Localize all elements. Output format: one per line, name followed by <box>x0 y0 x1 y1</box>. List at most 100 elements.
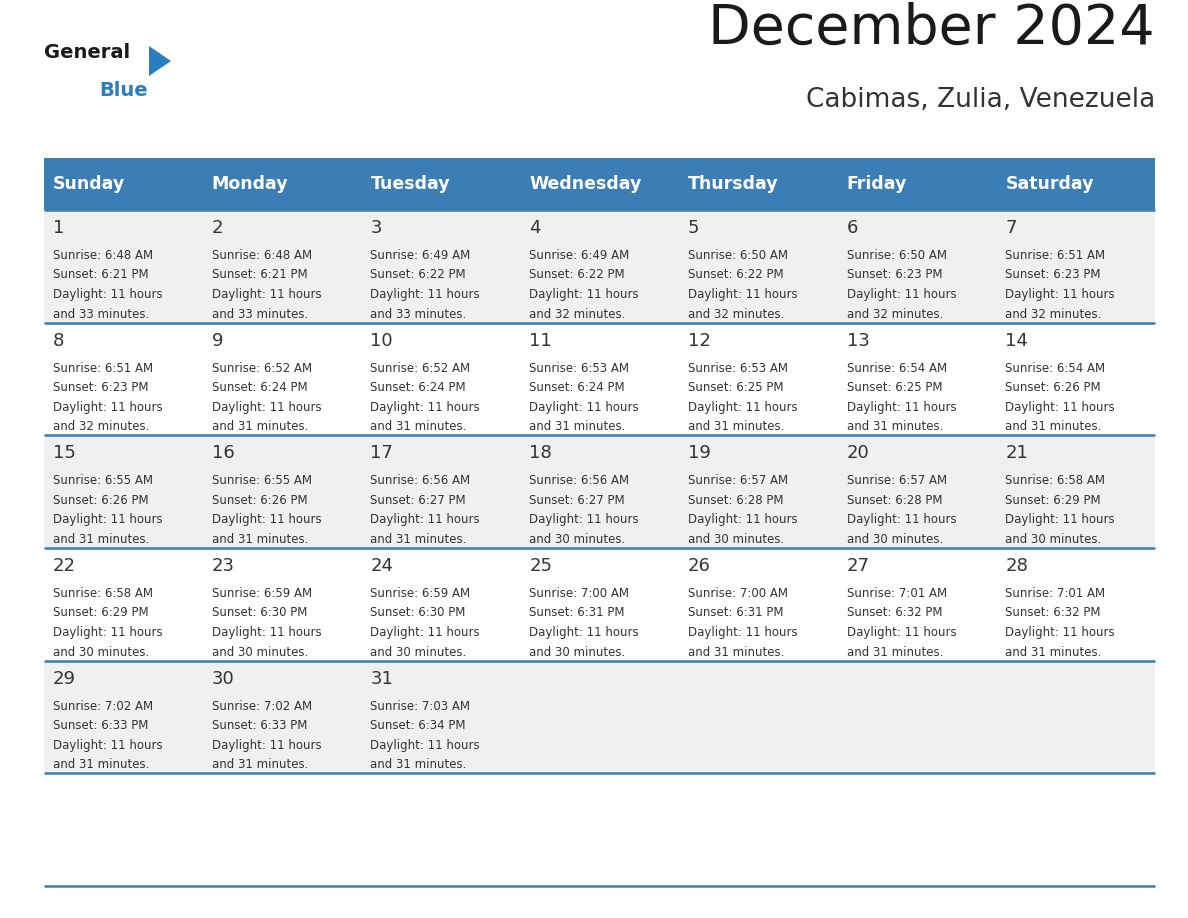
Text: Sunset: 6:32 PM: Sunset: 6:32 PM <box>847 607 942 620</box>
Text: Sunset: 6:33 PM: Sunset: 6:33 PM <box>53 719 148 733</box>
FancyBboxPatch shape <box>44 661 203 773</box>
FancyBboxPatch shape <box>838 661 997 773</box>
Text: and 32 minutes.: and 32 minutes. <box>53 420 150 433</box>
Text: and 32 minutes.: and 32 minutes. <box>1005 308 1101 320</box>
Text: and 30 minutes.: and 30 minutes. <box>529 645 625 658</box>
FancyBboxPatch shape <box>997 210 1155 322</box>
Text: 4: 4 <box>529 219 541 237</box>
Text: Daylight: 11 hours: Daylight: 11 hours <box>1005 400 1114 414</box>
Text: Daylight: 11 hours: Daylight: 11 hours <box>211 288 321 301</box>
Text: Sunrise: 6:50 AM: Sunrise: 6:50 AM <box>688 249 788 262</box>
Text: and 30 minutes.: and 30 minutes. <box>847 532 943 546</box>
Text: Sunrise: 6:52 AM: Sunrise: 6:52 AM <box>211 362 311 375</box>
FancyBboxPatch shape <box>838 322 997 435</box>
Text: Daylight: 11 hours: Daylight: 11 hours <box>688 513 797 526</box>
Text: and 31 minutes.: and 31 minutes. <box>529 420 626 433</box>
Text: Daylight: 11 hours: Daylight: 11 hours <box>688 400 797 414</box>
Text: 20: 20 <box>847 444 870 463</box>
Text: and 31 minutes.: and 31 minutes. <box>53 532 150 546</box>
FancyBboxPatch shape <box>520 322 678 435</box>
Text: Daylight: 11 hours: Daylight: 11 hours <box>53 288 163 301</box>
Text: December 2024: December 2024 <box>708 2 1155 56</box>
Text: Sunrise: 7:01 AM: Sunrise: 7:01 AM <box>847 587 947 600</box>
Text: and 32 minutes.: and 32 minutes. <box>529 308 626 320</box>
Text: 15: 15 <box>53 444 76 463</box>
FancyBboxPatch shape <box>361 210 520 322</box>
Text: Sunset: 6:28 PM: Sunset: 6:28 PM <box>688 494 783 507</box>
Text: 17: 17 <box>371 444 393 463</box>
Text: and 31 minutes.: and 31 minutes. <box>211 420 308 433</box>
Text: Sunrise: 7:00 AM: Sunrise: 7:00 AM <box>529 587 630 600</box>
Text: and 33 minutes.: and 33 minutes. <box>53 308 150 320</box>
Text: 2: 2 <box>211 219 223 237</box>
FancyBboxPatch shape <box>361 548 520 661</box>
Text: Sunrise: 6:57 AM: Sunrise: 6:57 AM <box>847 475 947 487</box>
Text: and 30 minutes.: and 30 minutes. <box>371 645 467 658</box>
Text: Sunset: 6:23 PM: Sunset: 6:23 PM <box>847 268 942 282</box>
Text: and 31 minutes.: and 31 minutes. <box>1005 420 1101 433</box>
Text: Sunset: 6:23 PM: Sunset: 6:23 PM <box>1005 268 1101 282</box>
Text: Sunrise: 6:54 AM: Sunrise: 6:54 AM <box>1005 362 1105 375</box>
FancyBboxPatch shape <box>203 661 361 773</box>
Text: Sunset: 6:29 PM: Sunset: 6:29 PM <box>53 607 148 620</box>
Text: Tuesday: Tuesday <box>371 175 450 193</box>
FancyBboxPatch shape <box>678 210 838 322</box>
Text: and 30 minutes.: and 30 minutes. <box>53 645 150 658</box>
Text: and 31 minutes.: and 31 minutes. <box>53 758 150 771</box>
Text: and 31 minutes.: and 31 minutes. <box>1005 645 1101 658</box>
Text: Sunset: 6:31 PM: Sunset: 6:31 PM <box>529 607 625 620</box>
Text: Daylight: 11 hours: Daylight: 11 hours <box>529 513 639 526</box>
Text: 6: 6 <box>847 219 858 237</box>
Text: 12: 12 <box>688 331 710 350</box>
FancyBboxPatch shape <box>203 158 361 210</box>
Text: and 30 minutes.: and 30 minutes. <box>211 645 308 658</box>
Text: Sunset: 6:29 PM: Sunset: 6:29 PM <box>1005 494 1101 507</box>
Text: 30: 30 <box>211 669 234 688</box>
FancyBboxPatch shape <box>44 322 203 435</box>
FancyBboxPatch shape <box>520 548 678 661</box>
Text: 31: 31 <box>371 669 393 688</box>
FancyBboxPatch shape <box>520 158 678 210</box>
FancyBboxPatch shape <box>997 548 1155 661</box>
Text: 3: 3 <box>371 219 381 237</box>
FancyBboxPatch shape <box>838 773 997 886</box>
Text: 19: 19 <box>688 444 710 463</box>
Text: and 30 minutes.: and 30 minutes. <box>688 532 784 546</box>
Text: Sunset: 6:25 PM: Sunset: 6:25 PM <box>688 381 783 394</box>
Text: and 31 minutes.: and 31 minutes. <box>211 532 308 546</box>
Text: Sunrise: 7:02 AM: Sunrise: 7:02 AM <box>53 700 153 712</box>
Text: Sunrise: 6:56 AM: Sunrise: 6:56 AM <box>371 475 470 487</box>
Text: Sunrise: 6:49 AM: Sunrise: 6:49 AM <box>529 249 630 262</box>
Text: Daylight: 11 hours: Daylight: 11 hours <box>53 739 163 752</box>
FancyBboxPatch shape <box>361 773 520 886</box>
Text: Sunset: 6:22 PM: Sunset: 6:22 PM <box>371 268 466 282</box>
Text: Daylight: 11 hours: Daylight: 11 hours <box>371 288 480 301</box>
FancyBboxPatch shape <box>997 661 1155 773</box>
Text: 21: 21 <box>1005 444 1028 463</box>
Text: and 31 minutes.: and 31 minutes. <box>371 532 467 546</box>
Text: Daylight: 11 hours: Daylight: 11 hours <box>1005 626 1114 639</box>
Text: Sunrise: 7:03 AM: Sunrise: 7:03 AM <box>371 700 470 712</box>
FancyBboxPatch shape <box>44 773 203 886</box>
Text: Daylight: 11 hours: Daylight: 11 hours <box>1005 513 1114 526</box>
Text: and 31 minutes.: and 31 minutes. <box>371 758 467 771</box>
Text: Sunrise: 7:01 AM: Sunrise: 7:01 AM <box>1005 587 1105 600</box>
Text: Sunset: 6:24 PM: Sunset: 6:24 PM <box>529 381 625 394</box>
Text: 7: 7 <box>1005 219 1017 237</box>
Text: 1: 1 <box>53 219 64 237</box>
Text: Cabimas, Zulia, Venezuela: Cabimas, Zulia, Venezuela <box>805 87 1155 113</box>
Text: and 31 minutes.: and 31 minutes. <box>211 758 308 771</box>
Text: 8: 8 <box>53 331 64 350</box>
Text: Sunset: 6:21 PM: Sunset: 6:21 PM <box>211 268 308 282</box>
FancyBboxPatch shape <box>361 661 520 773</box>
Text: Sunrise: 6:59 AM: Sunrise: 6:59 AM <box>211 587 311 600</box>
Text: 24: 24 <box>371 557 393 575</box>
FancyBboxPatch shape <box>997 773 1155 886</box>
FancyBboxPatch shape <box>678 773 838 886</box>
Text: Sunset: 6:26 PM: Sunset: 6:26 PM <box>53 494 148 507</box>
Text: Daylight: 11 hours: Daylight: 11 hours <box>211 739 321 752</box>
Text: Sunrise: 6:56 AM: Sunrise: 6:56 AM <box>529 475 630 487</box>
Text: Daylight: 11 hours: Daylight: 11 hours <box>847 288 956 301</box>
Text: Daylight: 11 hours: Daylight: 11 hours <box>688 288 797 301</box>
Text: and 30 minutes.: and 30 minutes. <box>529 532 625 546</box>
